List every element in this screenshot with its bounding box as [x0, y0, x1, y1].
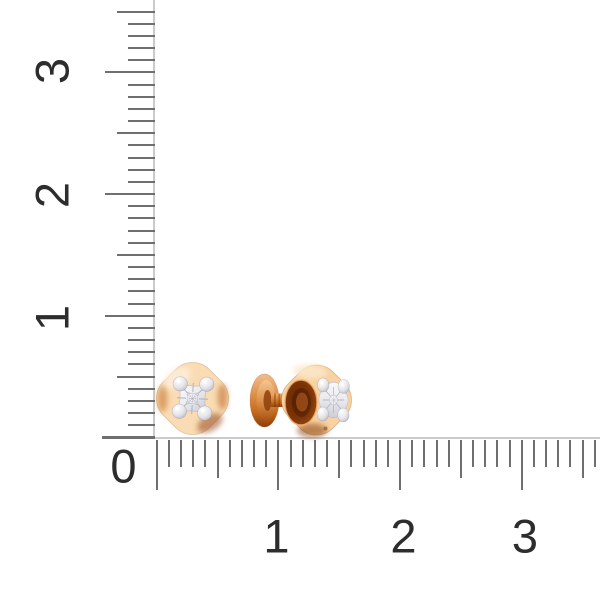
horizontal-ruler-tick — [557, 440, 560, 467]
vertical-ruler-tick — [127, 180, 155, 183]
vertical-ruler-tick — [127, 266, 155, 269]
vertical-ruler-tick — [127, 34, 155, 37]
horizontal-ruler-tick — [326, 440, 329, 467]
horizontal-ruler-tick — [313, 440, 316, 467]
vertical-ruler-tick — [127, 217, 155, 220]
horizontal-ruler-tick — [240, 440, 243, 467]
horizontal-ruler-tick — [204, 440, 207, 467]
vertical-ruler-tick — [127, 156, 155, 159]
horizontal-ruler-tick — [277, 440, 280, 490]
horizontal-ruler-tick — [496, 440, 499, 467]
vertical-ruler-tick — [127, 59, 155, 62]
vertical-ruler-tick — [127, 229, 155, 232]
vertical-ruler-tick — [127, 144, 155, 147]
vertical-ruler-label-1: 1 — [25, 304, 78, 332]
horizontal-ruler-tick — [545, 440, 548, 467]
vertical-ruler-tick — [127, 95, 155, 98]
horizontal-ruler-tick — [581, 440, 584, 478]
vertical-ruler-zero-tick — [102, 436, 155, 439]
horizontal-ruler-tick — [386, 440, 389, 467]
horizontal-ruler-tick — [411, 440, 414, 467]
vertical-ruler-label-2: 2 — [25, 181, 79, 208]
screw-hole-dot — [323, 426, 328, 431]
horizontal-ruler-tick — [399, 440, 402, 490]
horizontal-ruler-tick — [265, 440, 268, 467]
vertical-ruler-tick — [127, 387, 155, 390]
earrings-photo — [156, 362, 352, 438]
horizontal-ruler-tick — [459, 440, 462, 478]
vertical-ruler-tick — [116, 375, 155, 378]
vertical-ruler-tick — [127, 120, 155, 123]
vertical-ruler-tick — [127, 363, 155, 366]
illusion-plate — [171, 376, 215, 421]
vertical-ruler-tick — [127, 205, 155, 208]
horizontal-ruler-tick — [593, 440, 596, 467]
vertical-ruler-tick — [127, 168, 155, 171]
horizontal-ruler-tick — [289, 440, 292, 467]
vertical-ruler-tick — [104, 314, 155, 317]
vertical-ruler-tick — [127, 302, 155, 305]
vertical-ruler-tick — [127, 47, 155, 50]
vertical-ruler-tick — [116, 132, 155, 135]
horizontal-ruler-tick — [484, 440, 487, 467]
hollow-back — [284, 379, 318, 426]
horizontal-ruler-tick — [228, 440, 231, 467]
vertical-ruler-tick — [127, 241, 155, 244]
left-earring — [156, 362, 229, 435]
horizontal-ruler-tick — [520, 440, 523, 490]
vertical-ruler-tick — [116, 253, 155, 256]
vertical-ruler-tick — [127, 290, 155, 293]
horizontal-ruler-tick — [216, 440, 219, 478]
vertical-ruler-tick — [127, 83, 155, 86]
vertical-ruler-tick — [127, 326, 155, 329]
horizontal-ruler-tick — [253, 440, 256, 467]
vertical-ruler-tick — [127, 278, 155, 281]
horizontal-ruler-label-2: 2 — [390, 509, 417, 563]
horizontal-ruler-tick — [192, 440, 195, 467]
vertical-ruler-tick — [104, 71, 155, 74]
horizontal-ruler-tick — [423, 440, 426, 467]
horizontal-ruler-rail — [102, 436, 600, 439]
horizontal-ruler-tick — [374, 440, 377, 467]
vertical-ruler-tick — [116, 10, 155, 13]
horizontal-ruler-tick — [167, 440, 170, 467]
vertical-ruler-label-3: 3 — [25, 57, 78, 84]
horizontal-ruler-tick — [569, 440, 572, 467]
horizontal-ruler-tick — [301, 440, 304, 467]
vertical-ruler-tick — [127, 22, 155, 25]
horizontal-ruler-tick — [447, 440, 450, 467]
horizontal-ruler-tick — [362, 440, 365, 467]
front-cluster — [316, 377, 350, 423]
horizontal-ruler-tick — [155, 440, 158, 490]
horizontal-ruler-label-0: 0 — [110, 439, 137, 493]
vertical-ruler-tick — [127, 424, 155, 427]
horizontal-ruler-tick — [338, 440, 341, 478]
vertical-ruler-tick — [127, 339, 155, 342]
prong-balls — [171, 376, 215, 421]
right-earring — [249, 364, 352, 438]
vertical-ruler-tick — [127, 412, 155, 415]
vertical-ruler-tick — [127, 107, 155, 110]
horizontal-ruler-tick — [532, 440, 535, 467]
vertical-ruler-tick — [104, 193, 155, 196]
vertical-ruler-tick — [127, 351, 155, 354]
horizontal-ruler-tick — [508, 440, 511, 467]
horizontal-ruler-label-3: 3 — [511, 509, 539, 563]
horizontal-ruler-tick — [350, 440, 353, 467]
vertical-ruler-tick — [127, 399, 155, 402]
center-diamond — [186, 392, 199, 405]
horizontal-ruler-tick — [180, 440, 183, 467]
horizontal-ruler-tick — [435, 440, 438, 467]
horizontal-ruler-label-1: 1 — [263, 509, 290, 563]
horizontal-ruler-tick — [472, 440, 475, 467]
